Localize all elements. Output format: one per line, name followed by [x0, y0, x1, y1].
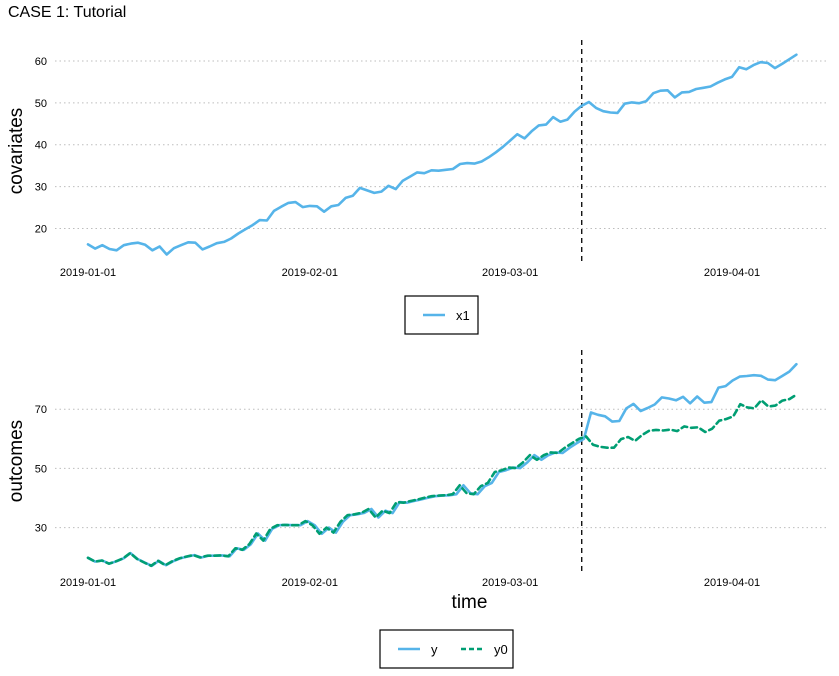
- page-title: CASE 1: Tutorial: [8, 4, 127, 21]
- y-tick-label: 50: [35, 98, 47, 110]
- x-tick-label: 2019-02-01: [282, 577, 338, 589]
- legend: x1: [404, 295, 479, 335]
- series-line-y0: [86, 393, 798, 568]
- y-axis-title: outcomes: [6, 420, 27, 502]
- chart-panel-2: 30 50 70 2019-01-01 2019-02-01 2019-03-01 2019…: [6, 350, 828, 669]
- series-line-y: [86, 362, 798, 568]
- y-tick-label: 20: [35, 223, 47, 235]
- y-tick-label: 40: [35, 140, 47, 152]
- y-tick-label: 50: [35, 463, 47, 475]
- chart-panel-1: 20 30 40 50 60 2019-01-01 2019-02-01 2019-03-01…: [6, 40, 828, 335]
- x-axis-title: time: [452, 592, 488, 613]
- series-line-x1: [86, 53, 798, 256]
- x-tick-label: 2019-04-01: [704, 577, 760, 589]
- y-tick-label: 30: [35, 182, 47, 194]
- x-tick-label: 2019-04-01: [704, 267, 760, 279]
- y-tick-label: 30: [35, 523, 47, 535]
- x-tick-label: 2019-01-01: [60, 577, 116, 589]
- y-tick-label: 60: [35, 56, 47, 68]
- legend-label-y0: y0: [494, 642, 508, 657]
- legend-label-x1: x1: [456, 308, 470, 323]
- x-tick-label: 2019-03-01: [482, 267, 538, 279]
- y-axis-title: covariates: [6, 108, 27, 195]
- x-tick-label: 2019-01-01: [60, 267, 116, 279]
- legend-label-y: y: [431, 642, 438, 657]
- legend: y y0: [379, 629, 514, 669]
- x-tick-label: 2019-03-01: [482, 577, 538, 589]
- x-tick-label: 2019-02-01: [282, 267, 338, 279]
- y-tick-label: 70: [35, 404, 47, 416]
